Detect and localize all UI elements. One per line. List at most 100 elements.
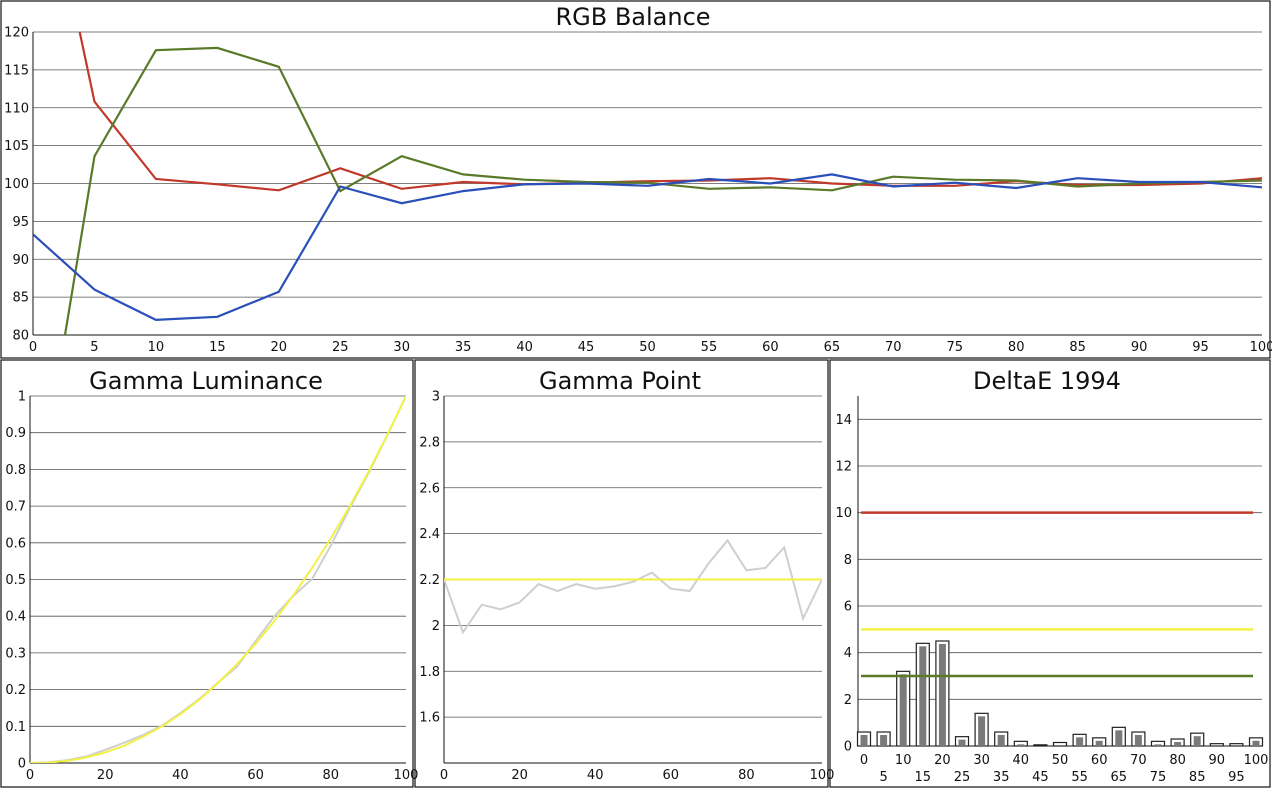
y-tick-label: 0.8	[5, 463, 26, 478]
x-tick-label: 20	[511, 768, 528, 783]
y-tick-label: 95	[12, 215, 29, 230]
x-tick-label: 60	[762, 340, 779, 355]
y-tick-label: 115	[4, 63, 29, 78]
x-tick-label: 0	[440, 768, 448, 783]
deltae-bar-fill	[997, 735, 1005, 745]
deltae-bar-fill	[1017, 744, 1025, 745]
deltae-bar-fill	[938, 644, 946, 745]
y-tick-label: 14	[835, 413, 852, 428]
x-tick-label: 40	[587, 768, 604, 783]
x-tick-label: 70	[885, 340, 902, 355]
y-tick-label: 1.6	[419, 711, 440, 726]
x-tick-label: 15	[915, 770, 932, 785]
y-tick-label: 8	[844, 553, 852, 568]
x-tick-label: 75	[946, 340, 963, 355]
deltae-bar	[1229, 743, 1244, 747]
rgb-balance-panel	[0, 0, 1271, 359]
y-tick-label: 2	[844, 693, 852, 708]
gamma-luminance-panel	[0, 359, 414, 788]
x-tick-label: 65	[824, 340, 841, 355]
x-tick-label: 10	[895, 753, 912, 768]
x-tick-label: 80	[738, 768, 755, 783]
deltae-plot: 0 2 4 6 8 10 12 14 0 10 20 30 40 50 60 70 80 90 100 5 15 25 35…	[835, 396, 1268, 785]
deltae-bar	[1150, 740, 1166, 747]
x-tick-label: 75	[1150, 770, 1167, 785]
y-tick-label: 100	[4, 177, 29, 192]
x-tick-label: 95	[1228, 770, 1245, 785]
y-tick-label: 120	[4, 26, 29, 41]
x-tick-label: 65	[1111, 770, 1128, 785]
deltae-bar-fill	[1134, 735, 1142, 745]
y-tick-label: 0.9	[5, 426, 26, 441]
x-tick-label: 0	[860, 753, 868, 768]
y-tick-label: 80	[12, 329, 29, 344]
yellow-series-line	[30, 396, 406, 763]
x-tick-label: 30	[393, 340, 410, 355]
x-tick-label: 100	[1250, 340, 1272, 355]
x-tick-label: 80	[323, 768, 340, 783]
y-tick-label: 2.2	[419, 573, 440, 588]
x-tick-label: 100	[394, 768, 419, 783]
y-tick-label: 2.8	[419, 435, 440, 450]
x-tick-label: 55	[701, 340, 718, 355]
y-tick-label: 4	[844, 646, 852, 661]
y-tick-label: 0.2	[5, 683, 26, 698]
y-tick-label: 0	[18, 757, 26, 772]
y-tick-label: 2.6	[419, 481, 440, 496]
y-tick-label: 110	[4, 101, 29, 116]
deltae-bar-fill	[978, 716, 986, 745]
y-tick-label: 2	[432, 619, 440, 634]
deltae-bar-fill	[1076, 737, 1084, 745]
y-tick-label: 1.8	[419, 665, 440, 680]
y-tick-label: 0.4	[5, 610, 26, 625]
y-tick-label: 0.6	[5, 536, 26, 551]
x-tick-label: 90	[1131, 340, 1148, 355]
deltae-bar	[1013, 740, 1028, 747]
deltae-bar-fill	[1252, 740, 1260, 745]
x-tick-label: 50	[639, 340, 656, 355]
x-tick-label: 55	[1071, 770, 1088, 785]
blue-series-line	[33, 173, 1262, 322]
deltae-bar-fill	[919, 646, 927, 745]
x-tick-label: 5	[879, 770, 887, 785]
x-tick-label: 40	[516, 340, 533, 355]
x-tick-label: 25	[954, 770, 971, 785]
y-tick-label: 6	[844, 600, 852, 615]
x-tick-label: 5	[90, 340, 98, 355]
x-tick-label: 15	[209, 340, 226, 355]
x-tick-label: 25	[332, 340, 349, 355]
y-tick-label: 0.5	[5, 573, 26, 588]
y-tick-label: 1	[18, 390, 26, 405]
green-series-line	[63, 46, 1262, 335]
x-tick-label: 90	[1209, 753, 1226, 768]
deltae-bar	[1033, 744, 1048, 747]
x-tick-label: 100	[1244, 753, 1269, 768]
y-tick-label: 105	[4, 139, 29, 154]
x-tick-label: 60	[247, 768, 264, 783]
deltae-bar-fill	[899, 674, 907, 745]
x-tick-label: 20	[934, 753, 951, 768]
x-tick-label: 45	[578, 340, 595, 355]
deltae-bar-fill	[1174, 742, 1182, 745]
x-tick-label: 40	[1013, 753, 1030, 768]
x-tick-label: 20	[97, 768, 114, 783]
x-tick-label: 70	[1130, 753, 1147, 768]
rgb-balance-title: RGB Balance	[555, 3, 710, 31]
x-tick-label: 10	[148, 340, 165, 355]
gamma-point-plot: 1.6 1.8 2 2.2 2.4 2.6 2.8 3 0 20 40 60 80 100	[419, 390, 834, 784]
x-tick-label: 85	[1069, 340, 1086, 355]
deltae-bar	[1209, 743, 1224, 747]
y-tick-label: 90	[12, 253, 29, 268]
x-tick-label: 35	[455, 340, 472, 355]
deltae-bar-fill	[1095, 740, 1103, 745]
x-tick-label: 45	[1032, 770, 1049, 785]
gray_line-series-line	[444, 538, 822, 635]
x-tick-label: 80	[1169, 753, 1186, 768]
x-tick-label: 30	[973, 753, 990, 768]
deltae-bar-fill	[1193, 736, 1201, 745]
gamma-point-panel	[414, 359, 829, 788]
y-tick-label: 2.4	[419, 527, 440, 542]
x-tick-label: 0	[29, 340, 37, 355]
gamma-point-title: Gamma Point	[539, 367, 701, 395]
